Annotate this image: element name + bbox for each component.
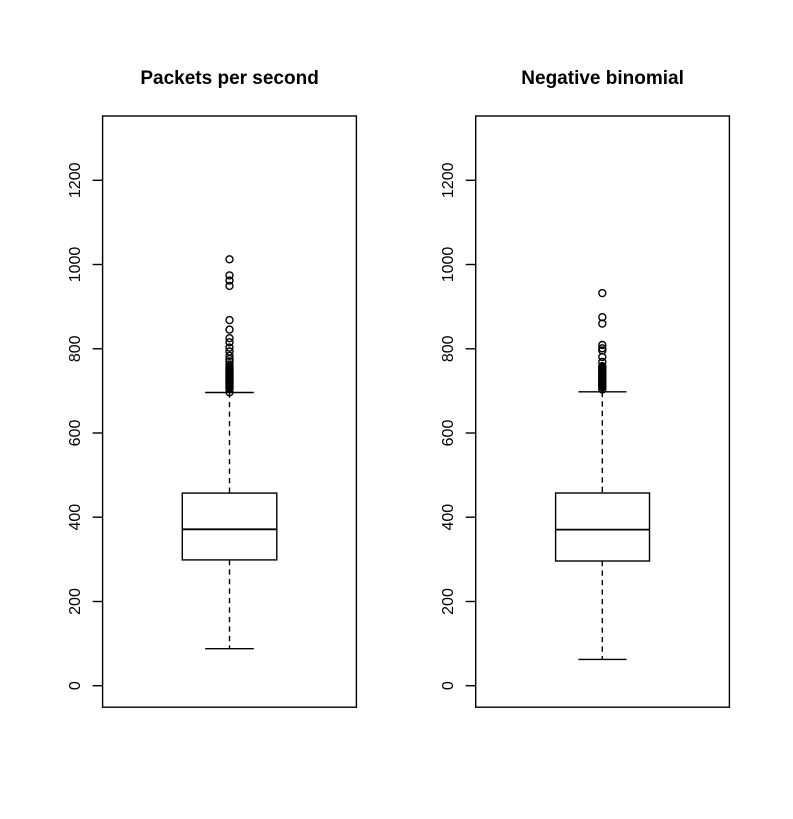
svg-text:200: 200 (440, 588, 457, 615)
svg-text:400: 400 (440, 504, 457, 531)
svg-text:1000: 1000 (440, 247, 457, 283)
svg-text:1200: 1200 (440, 162, 457, 198)
svg-text:800: 800 (440, 335, 457, 362)
svg-text:Negative binomial: Negative binomial (521, 68, 684, 89)
svg-text:Packets per second: Packets per second (140, 68, 318, 89)
svg-text:400: 400 (67, 504, 84, 531)
svg-text:600: 600 (440, 420, 457, 447)
svg-text:1200: 1200 (67, 162, 84, 198)
svg-text:1000: 1000 (67, 247, 84, 283)
svg-text:600: 600 (67, 420, 84, 447)
svg-text:0: 0 (440, 681, 457, 690)
svg-text:800: 800 (67, 335, 84, 362)
svg-text:0: 0 (67, 681, 84, 690)
svg-text:200: 200 (67, 588, 84, 615)
